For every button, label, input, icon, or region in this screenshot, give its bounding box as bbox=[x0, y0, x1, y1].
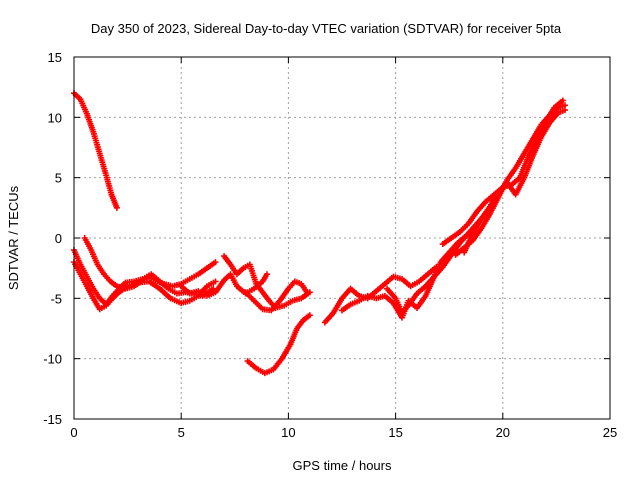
x-axis-label: GPS time / hours bbox=[293, 458, 392, 473]
x-tick-label: 0 bbox=[70, 425, 77, 440]
x-tick-label: 10 bbox=[281, 425, 295, 440]
chart-grid bbox=[74, 57, 610, 419]
series-arc-a bbox=[71, 90, 120, 211]
data-point bbox=[212, 259, 219, 266]
y-tick-label: 15 bbox=[48, 50, 62, 65]
series-arc-e bbox=[178, 271, 270, 299]
data-point bbox=[559, 97, 566, 104]
y-tick-label: -5 bbox=[50, 291, 62, 306]
series-arc-h bbox=[244, 312, 313, 377]
series-arc-m bbox=[452, 102, 568, 258]
y-tick-label: -10 bbox=[43, 352, 62, 367]
chart-title: Day 350 of 2023, Sidereal Day-to-day VTE… bbox=[91, 21, 562, 36]
data-point bbox=[306, 312, 313, 319]
x-tick-label: 15 bbox=[388, 425, 402, 440]
y-tick-label: 5 bbox=[55, 171, 62, 186]
y-tick-label: 10 bbox=[48, 110, 62, 125]
plot-frame bbox=[73, 56, 611, 420]
data-point bbox=[212, 278, 219, 285]
series-arc-k bbox=[384, 210, 489, 316]
data-point bbox=[561, 107, 568, 114]
y-tick-label: 0 bbox=[55, 231, 62, 246]
y-axis-label: SDTVAR / TECUs bbox=[6, 185, 21, 290]
x-tick-label: 20 bbox=[496, 425, 510, 440]
data-point bbox=[263, 271, 270, 278]
data-point bbox=[113, 204, 120, 211]
series-arc-c bbox=[71, 259, 219, 313]
x-tick-label: 5 bbox=[178, 425, 185, 440]
x-tick-label: 25 bbox=[603, 425, 617, 440]
series-arc-g bbox=[242, 278, 311, 314]
series-arc-d bbox=[81, 235, 219, 292]
y-tick-label: -15 bbox=[43, 412, 62, 427]
data-point bbox=[304, 290, 311, 297]
chart-ticks: 0 5 10 15 20 25 -15 -10 -5 0 5 10 15 bbox=[43, 50, 617, 440]
chart-series bbox=[71, 90, 568, 377]
series-arc-n bbox=[461, 107, 568, 256]
